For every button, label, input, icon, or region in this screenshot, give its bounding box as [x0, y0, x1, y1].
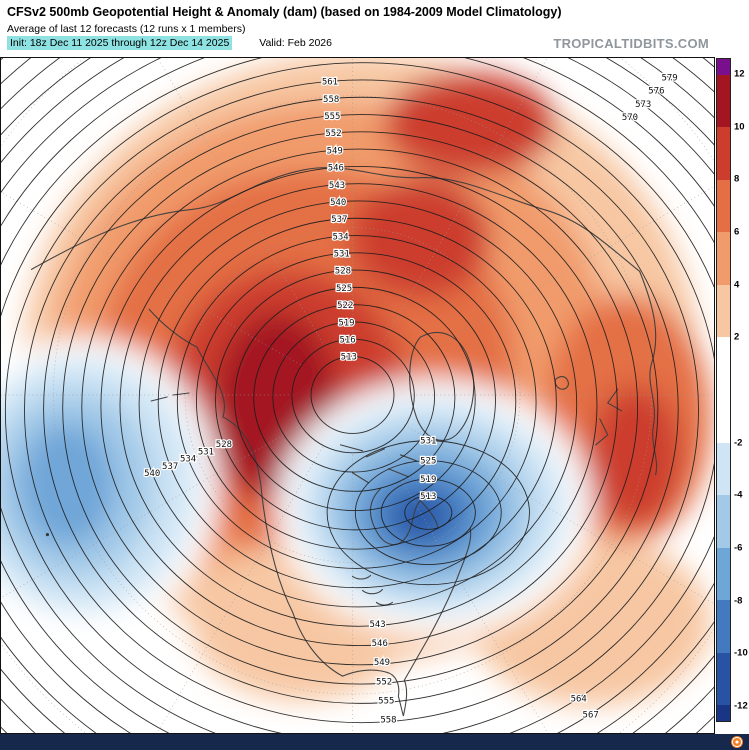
svg-text:525: 525 [336, 284, 352, 294]
colorbar-tick-label: 4 [734, 278, 740, 290]
colorbar-scale [716, 58, 731, 722]
chart-subtitle: Average of last 12 forecasts (12 runs x … [7, 23, 246, 35]
colorbar-tick-label: -10 [734, 647, 748, 659]
svg-text:537: 537 [331, 215, 347, 225]
colorbar-segment [717, 547, 730, 601]
svg-text:564: 564 [571, 694, 587, 704]
svg-text:522: 522 [337, 301, 353, 311]
colorbar-tick-label: -4 [734, 489, 743, 501]
svg-text:516: 516 [340, 336, 356, 346]
svg-text:552: 552 [325, 129, 341, 139]
init-time-badge: Init: 18z Dec 11 2025 through 12z Dec 14… [7, 36, 233, 50]
svg-text:531: 531 [334, 250, 350, 260]
run-info-line: Init: 18z Dec 11 2025 through 12z Dec 14… [7, 36, 332, 50]
anomaly-colorbar: 12 10 8 6 4 2 -2 -4 -6 -8 -10 -12 [716, 58, 749, 722]
svg-text:534: 534 [180, 455, 196, 465]
colorbar-segment [717, 442, 730, 496]
svg-text:561: 561 [322, 78, 338, 88]
colorbar-segment [717, 495, 730, 548]
svg-text:525: 525 [420, 457, 436, 467]
colorbar-tick-label: -8 [734, 595, 743, 607]
coastlines [30, 167, 658, 717]
svg-text:546: 546 [372, 639, 388, 649]
colorbar-tick-label: -12 [734, 700, 748, 712]
svg-text:540: 540 [330, 198, 346, 208]
svg-text:567: 567 [583, 710, 599, 720]
svg-text:555: 555 [378, 696, 394, 706]
svg-text:531: 531 [198, 447, 214, 457]
svg-text:546: 546 [328, 164, 344, 174]
svg-text:576: 576 [648, 87, 664, 97]
svg-text:555: 555 [324, 112, 340, 122]
svg-text:549: 549 [374, 658, 390, 668]
svg-text:543: 543 [369, 620, 385, 630]
colorbar-segment [717, 337, 730, 443]
svg-text:540: 540 [144, 469, 160, 479]
colorbar-tick-label: -2 [734, 436, 743, 448]
svg-text:528: 528 [216, 440, 232, 450]
colorbar-segment [717, 600, 730, 653]
colorbar-segment [717, 705, 730, 721]
colorbar-tick-label: 8 [734, 173, 740, 185]
svg-text:534: 534 [332, 232, 348, 242]
valid-time-label: Valid: Feb 2026 [259, 37, 332, 49]
colorbar-tick-label: 10 [734, 120, 745, 132]
svg-text:549: 549 [327, 146, 343, 156]
colorbar-tick-label: -6 [734, 542, 743, 554]
header: CFSv2 500mb Geopotential Height & Anomal… [0, 0, 749, 57]
contour-labels: 5135165195225255285285315315345345375375… [143, 72, 679, 726]
tropicaltidbits-logo-icon[interactable] [731, 736, 743, 748]
colorbar-tick-label: 12 [734, 68, 745, 80]
forecast-map: 5135165195225255285285315315345345375375… [1, 58, 714, 733]
footer-bar [0, 734, 749, 750]
svg-text:531: 531 [420, 437, 436, 447]
svg-text:558: 558 [380, 716, 396, 726]
svg-text:513: 513 [420, 492, 436, 502]
forecast-map-area: 513 516 519 522 525 528 528 531 531 534 534 537 537 5… [0, 57, 715, 734]
svg-text:579: 579 [662, 74, 678, 84]
colorbar-tick-label: 6 [734, 226, 740, 238]
height-contours [1, 58, 714, 733]
svg-text:528: 528 [335, 267, 351, 277]
anomaly-shading [1, 58, 712, 707]
svg-text:519: 519 [420, 475, 436, 485]
svg-text:558: 558 [323, 95, 339, 105]
colorbar-segment [717, 652, 730, 706]
colorbar-segment [717, 284, 730, 338]
colorbar-tick-labels: 12 10 8 6 4 2 -2 -4 -6 -8 -10 -12 [734, 58, 749, 722]
svg-text:537: 537 [162, 462, 178, 472]
svg-text:543: 543 [329, 181, 345, 191]
colorbar-segment [717, 59, 730, 75]
site-watermark: TROPICALTIDBITS.COM [553, 36, 709, 51]
colorbar-segment [717, 74, 730, 128]
svg-text:513: 513 [341, 353, 357, 363]
colorbar-segment [717, 127, 730, 180]
svg-text:573: 573 [635, 100, 651, 110]
graticule [1, 58, 714, 733]
colorbar-segment [717, 232, 730, 285]
svg-text:519: 519 [338, 318, 354, 328]
hawaii-island-dot [45, 532, 50, 537]
svg-text:552: 552 [376, 677, 392, 687]
colorbar-tick-label: 2 [734, 331, 740, 343]
colorbar-segment [717, 179, 730, 233]
chart-title: CFSv2 500mb Geopotential Height & Anomal… [7, 5, 562, 19]
svg-text:570: 570 [622, 113, 638, 123]
